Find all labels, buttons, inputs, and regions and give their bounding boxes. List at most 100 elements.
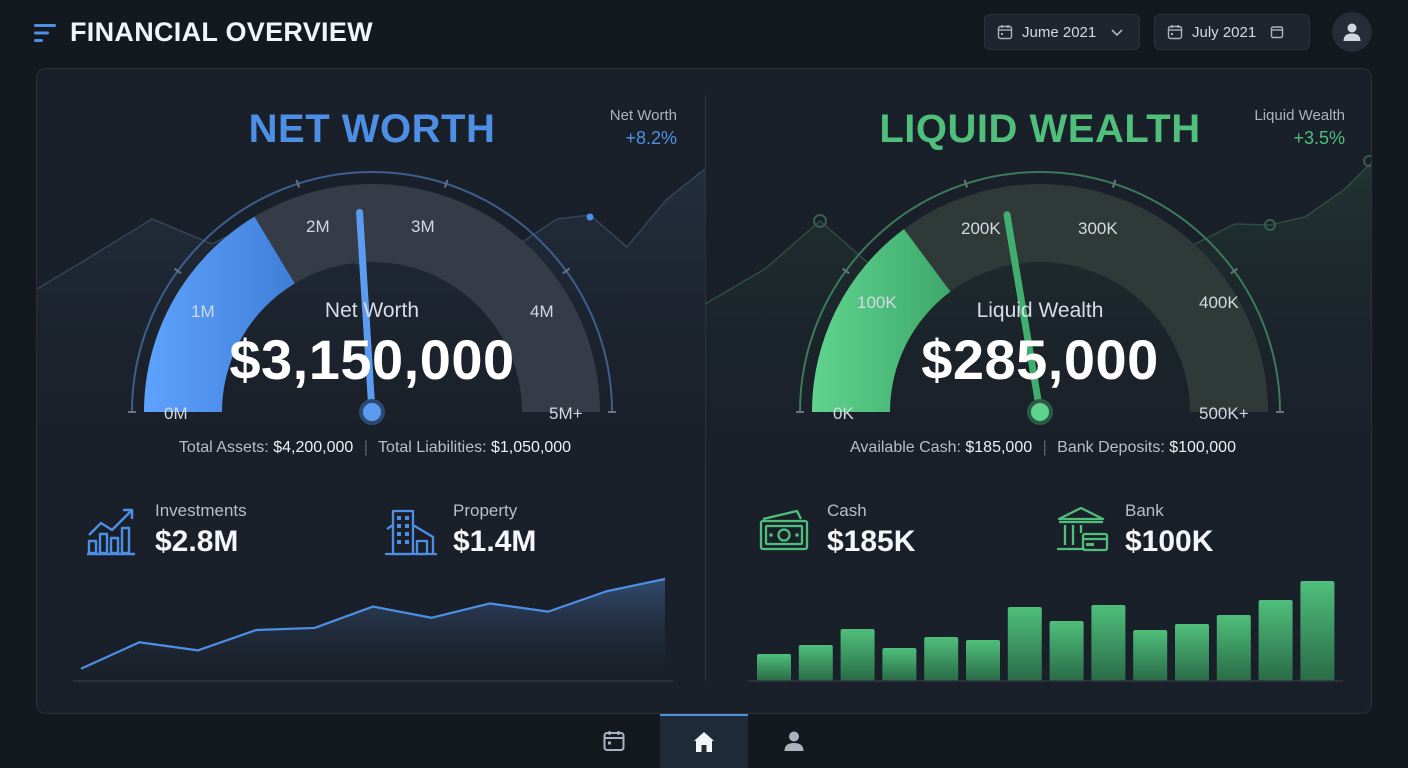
net-worth-change: Net Worth +8.2% [610, 107, 677, 149]
bar [1049, 621, 1084, 681]
net-worth-value: $3,150,000 [229, 328, 515, 391]
liquid-wealth-panel: LIQUID WEALTH Liquid Wealth +3.5% 0K 100… [705, 69, 1371, 713]
end-date-value: July 2021 [1192, 23, 1257, 41]
trend-point [586, 213, 594, 221]
gauge-tick-label: 4M [530, 302, 554, 321]
liquid-wealth-title: LIQUID WEALTH [879, 107, 1201, 151]
trend-point [1363, 155, 1371, 167]
change-value: +3.5% [1293, 128, 1345, 148]
overview-card: NET WORTH Net Worth +8.2% 0M 1M 2M 3M 4M… [36, 68, 1372, 714]
gauge-tick-label: 200K [961, 219, 1001, 238]
deposits-value: $100,000 [1169, 439, 1236, 456]
user-avatar-button[interactable] [1332, 12, 1372, 52]
gauge-tick-label: 300K [1078, 219, 1118, 238]
nav-profile[interactable] [750, 714, 838, 768]
change-label: Net Worth [609, 107, 677, 124]
gauge-tick [295, 179, 301, 188]
gauge-hub [359, 399, 385, 425]
gauge-tick [174, 267, 182, 275]
liquid-wealth-change: Liquid Wealth +3.5% [1254, 107, 1345, 149]
trend-line [80, 577, 666, 670]
net-worth-panel: NET WORTH Net Worth +8.2% 0M 1M 2M 3M 4M… [37, 69, 705, 713]
page-title: FINANCIAL OVERVIEW [70, 17, 373, 47]
bank-icon [1057, 506, 1109, 552]
bank-stat-label: Bank [1125, 501, 1164, 520]
calendar-icon [997, 25, 1013, 40]
bar [1258, 600, 1293, 681]
home-icon [694, 732, 714, 752]
change-value: +8.2% [625, 128, 677, 148]
cash-label: Available Cash: [850, 439, 961, 456]
investments-value: $2.8M [155, 525, 239, 558]
nav-calendar[interactable] [570, 714, 658, 768]
user-icon [1343, 23, 1361, 41]
menu-icon[interactable] [34, 22, 58, 44]
cash-value: $185,000 [965, 439, 1033, 456]
net-worth-summary: Total Assets: $4,200,000 | Total Liabili… [178, 439, 572, 456]
calendar-icon [603, 731, 625, 751]
bar [966, 640, 1000, 681]
gauge-tick-label: 5M+ [549, 404, 583, 423]
bar [798, 645, 833, 681]
assets-label: Total Assets: [178, 439, 269, 456]
bar [1133, 630, 1168, 681]
bar [882, 648, 917, 681]
liquid-wealth-value: $285,000 [921, 328, 1159, 391]
bar [1007, 607, 1042, 681]
liabilities-label: Total Liabilities: [378, 439, 487, 456]
gauge-tick [443, 179, 449, 188]
trend-area [81, 579, 665, 681]
gauge-tick-label: 0K [833, 404, 854, 423]
start-date-value: Jume 2021 [1022, 23, 1097, 41]
gauge-tick-label: 400K [1199, 293, 1239, 312]
gauge-tick-label: 500K+ [1199, 404, 1249, 423]
money-icon [759, 509, 809, 551]
gauge-hub [1027, 399, 1053, 425]
calendar-icon [1167, 25, 1183, 40]
header: FINANCIAL OVERVIEW Jume 2021 July 2021 [0, 0, 1408, 66]
liquid-wealth-gauge [796, 171, 1284, 425]
liquid-wealth-bar-chart [747, 581, 1343, 682]
end-date-picker[interactable]: July 2021 [1154, 14, 1310, 50]
liabilities-value: $1,050,000 [491, 439, 572, 456]
bar [1216, 615, 1251, 681]
liquid-wealth-summary: Available Cash: $185,000 | Bank Deposits… [850, 439, 1236, 456]
bar [1175, 624, 1209, 681]
trend-point [1264, 219, 1276, 231]
bank-stat-value: $100K [1125, 525, 1214, 558]
chevron-down-icon [1111, 29, 1123, 37]
gauge-tick-label: 100K [857, 293, 897, 312]
gauge-tick [963, 179, 969, 188]
bar [924, 637, 959, 681]
start-date-dropdown[interactable]: Jume 2021 [984, 14, 1140, 50]
gauge-needle [1003, 211, 1044, 416]
net-worth-title: NET WORTH [248, 107, 496, 151]
gauge-tick-label: 0M [164, 404, 188, 423]
bar [1091, 605, 1126, 681]
cash-stat-label: Cash [827, 501, 867, 520]
net-worth-trend-chart [73, 577, 673, 682]
bar [840, 629, 875, 681]
gauge-tick [1230, 267, 1238, 275]
trend-point [813, 214, 827, 228]
assets-value: $4,200,000 [273, 439, 354, 456]
gauge-label: Liquid Wealth [976, 299, 1104, 322]
bottom-nav [570, 714, 840, 768]
property-label: Property [453, 501, 518, 520]
investments-label: Investments [155, 501, 247, 520]
property-value: $1.4M [453, 525, 537, 558]
change-label: Liquid Wealth [1254, 107, 1345, 124]
gauge-tick-label: 3M [411, 217, 435, 236]
building-icon [385, 509, 437, 556]
gauge-tick [562, 267, 570, 275]
cash-stat-value: $185K [827, 525, 916, 558]
nav-home[interactable] [660, 714, 748, 768]
gauge-tick-label: 1M [191, 302, 215, 321]
gauge-label: Net Worth [324, 299, 420, 322]
bar [757, 654, 791, 681]
chart-up-icon [87, 508, 135, 556]
gauge-tick-label: 2M [306, 217, 330, 236]
calendar-icon [1271, 26, 1284, 39]
deposits-label: Bank Deposits: [1057, 439, 1165, 456]
gauge-tick [1111, 179, 1117, 188]
